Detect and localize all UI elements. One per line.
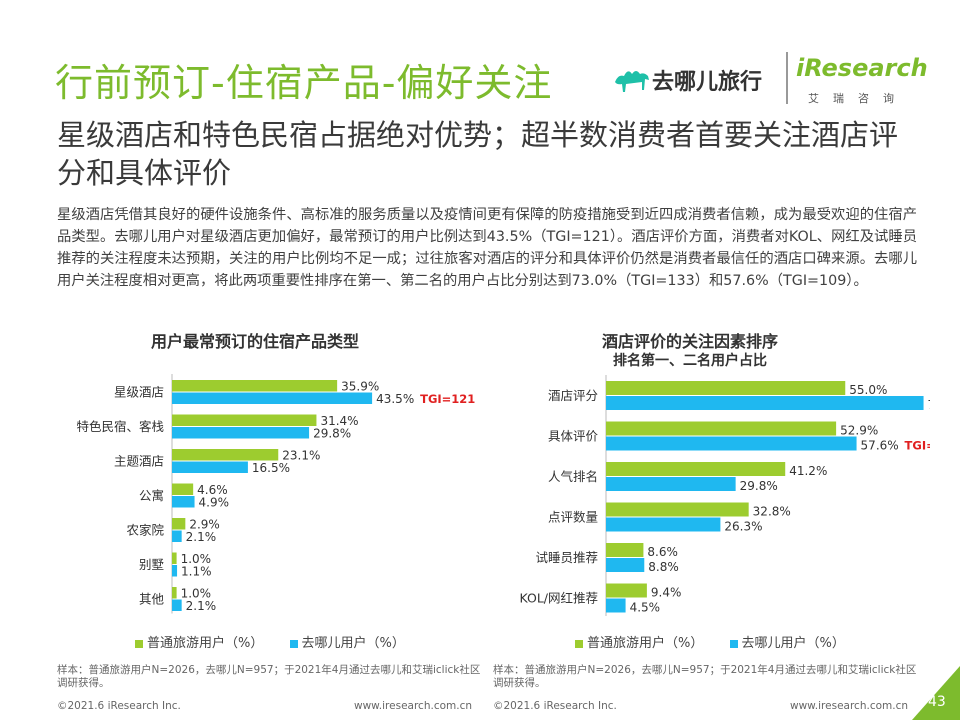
data-label: 16.5% (252, 461, 290, 475)
category-label: 农家院 (126, 523, 164, 538)
chart-right-legend: 普通旅游用户（%） 去哪儿用户（%） (575, 632, 845, 651)
legend-swatch-blue (729, 639, 738, 648)
legend-label: 去哪儿用户（%） (741, 636, 845, 651)
legend-swatch-blue (289, 639, 298, 648)
bar-qunar (172, 392, 373, 404)
bar-general (172, 587, 177, 599)
footer-url-right: www.iresearch.com.cn (790, 700, 909, 712)
data-label: 1.1% (181, 565, 212, 579)
bar-general (606, 502, 749, 517)
sample-note-left: 样本：普通旅游用户N=2026，去哪儿N=957；于2021年4月通过去哪儿和艾… (57, 664, 481, 689)
data-label: 4.5% (630, 601, 661, 615)
data-label: 73.0% (928, 398, 930, 412)
chart-right: 酒店评分55.0%73.0%TGI=133具体评价52.9%57.6%TGI=1… (519, 375, 930, 616)
iresearch-logo-cn: 艾瑞咨询 (808, 92, 908, 105)
bar-qunar (606, 517, 721, 532)
bar-general (606, 583, 647, 598)
data-label: 52.9% (840, 424, 878, 438)
tgi-annotation: TGI=121 (420, 392, 475, 406)
data-label: 31.4% (320, 414, 358, 428)
data-label: 29.8% (740, 479, 778, 493)
category-label: 人气排名 (548, 469, 598, 484)
data-label: 57.6% (861, 439, 899, 453)
qunar-logo-text: 去哪儿旅行 (652, 70, 763, 95)
bar-general (172, 380, 338, 392)
bar-general (172, 518, 186, 530)
bar-qunar (606, 396, 924, 410)
iresearch-logo: iResearch (796, 54, 928, 82)
data-label: 43.5% (376, 392, 414, 406)
bar-general (606, 462, 786, 476)
category-label: 点评数量 (548, 510, 598, 525)
category-label: 试睡员推荐 (535, 550, 598, 565)
category-label: KOL/网红推荐 (519, 591, 598, 606)
data-label: 1.0% (181, 552, 212, 566)
corner-accent (912, 666, 960, 720)
bar-qunar (606, 598, 626, 613)
data-label: 4.6% (197, 483, 228, 497)
category-label: 具体评价 (548, 429, 599, 444)
page-number: 43 (928, 694, 946, 710)
bar-qunar (172, 427, 310, 439)
bar-qunar (172, 496, 195, 508)
footer-copyright-right: ©2021.6 iResearch Inc. (493, 700, 617, 712)
legend-label: 普通旅游用户（%） (147, 636, 264, 651)
data-label: 4.9% (199, 496, 230, 510)
bar-qunar (172, 530, 182, 542)
tgi-annotation: TGI=109 (905, 439, 930, 453)
bar-qunar (172, 599, 182, 611)
category-label: 别墅 (139, 557, 164, 572)
data-label: 8.6% (647, 545, 678, 559)
data-label: 23.1% (282, 449, 320, 463)
page-subtitle: 星级酒店和特色民宿占据绝对优势；超半数消费者首要关注酒店评分和具体评价 (57, 118, 899, 190)
category-label: 主题酒店 (114, 454, 164, 469)
bar-general (172, 483, 194, 495)
bar-qunar (172, 565, 178, 577)
footer-url-left: www.iresearch.com.cn (354, 700, 473, 712)
category-label: 特色民宿、客栈 (76, 419, 164, 434)
bar-qunar (172, 461, 248, 473)
data-label: 2.1% (186, 599, 217, 613)
category-label: 酒店评分 (548, 388, 598, 403)
footer-copyright-left: ©2021.6 iResearch Inc. (57, 700, 181, 712)
category-label: 公寓 (139, 488, 164, 503)
chart-left-title: 用户最常预订的住宿产品类型 (150, 332, 359, 351)
data-label: 1.0% (181, 587, 212, 601)
bar-general (172, 449, 279, 461)
data-label: 2.1% (186, 530, 217, 544)
legend-label: 普通旅游用户（%） (587, 636, 704, 651)
data-label: 2.9% (189, 518, 220, 532)
data-label: 35.9% (341, 380, 379, 394)
data-label: 8.8% (648, 560, 679, 574)
data-label: 26.3% (724, 520, 762, 534)
data-label: 55.0% (849, 383, 887, 397)
legend-label: 去哪儿用户（%） (301, 636, 405, 651)
legend-swatch-green (135, 639, 143, 648)
bar-qunar (606, 477, 736, 491)
page-title: 行前预订-住宿产品-偏好关注 (55, 61, 553, 105)
data-label: 32.8% (753, 505, 791, 519)
data-label: 41.2% (789, 464, 827, 478)
bar-general (606, 421, 837, 436)
data-label: 29.8% (313, 427, 351, 441)
data-label: 9.4% (651, 586, 682, 600)
bar-general (606, 543, 644, 557)
bar-general (172, 552, 177, 564)
legend-swatch-green (575, 639, 583, 648)
camel-logo-icon (615, 71, 649, 92)
chart-left: 星级酒店 35.9%43.5% TGI=121 特色民宿、客栈 31.4%29.8% 主题… (76, 374, 475, 614)
chart-right-subtitle: 排名第一、二名用户占比 (613, 353, 767, 369)
chart-left-legend: 普通旅游用户（%） 去哪儿用户（%） (135, 632, 405, 651)
bar-general (172, 414, 317, 426)
logo-divider (786, 52, 788, 104)
bar-qunar (606, 558, 645, 572)
bar-general (606, 381, 846, 395)
sample-note-right: 样本：普通旅游用户N=2026，去哪儿N=957；于2021年4月通过去哪儿和艾… (493, 664, 917, 689)
body-paragraph: 星级酒店凭借其良好的硬件设施条件、高标准的服务质量以及疫情间更有保障的防疫措施受… (57, 207, 917, 289)
bar-qunar (606, 436, 857, 451)
category-label: 其他 (139, 592, 165, 607)
category-label: 星级酒店 (114, 385, 164, 400)
chart-right-title: 酒店评价的关注因素排序 (601, 332, 778, 351)
